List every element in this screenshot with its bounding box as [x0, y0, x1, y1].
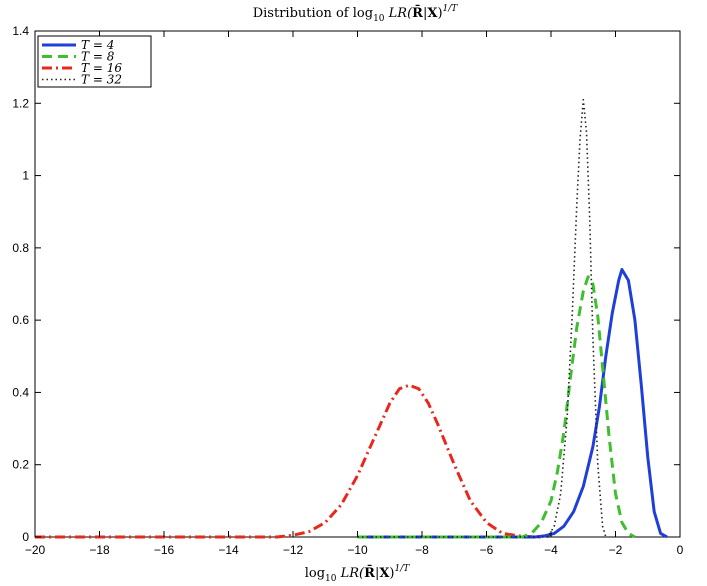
legend-label: T = 32: [81, 73, 122, 87]
x-axis-label: log10 LR(R̄|X)1/T: [305, 564, 411, 584]
legend: T = 4T = 8T = 16T = 32: [37, 35, 152, 88]
series-layer: [35, 98, 668, 539]
x-tick-label: −6: [480, 543, 494, 557]
series-line-t32: [357, 98, 607, 538]
x-tick-label: −20: [25, 543, 46, 557]
x-tick-label: 0: [677, 543, 684, 557]
y-tick-label: 0.2: [12, 458, 29, 472]
series-line-t16: [35, 383, 545, 539]
y-tick-label: 1: [22, 169, 29, 183]
x-tick-label: −2: [609, 543, 623, 557]
series-line-t8: [357, 275, 636, 539]
series-line-t4: [357, 268, 668, 539]
y-tick-label: 1.4: [12, 24, 29, 38]
y-tick-label: 0.8: [12, 241, 29, 255]
legend-label: T = 16: [81, 61, 122, 75]
y-tick-label: 0.6: [12, 313, 29, 327]
x-tick-label: −10: [347, 543, 368, 557]
y-tick-label: 0: [22, 530, 29, 544]
axis-ticks: −20 −18 −16 −14 −12 −10 −8 −6 −4 −2 000.20.40.60.8…: [12, 24, 683, 557]
chart-title: Distribution of log10 LR(R̄|X)1/T: [253, 4, 459, 24]
legend-label: T = 4: [81, 38, 114, 52]
y-tick-label: 1.2: [12, 96, 29, 110]
x-tick-label: −18: [89, 543, 110, 557]
y-tick-label: 0.4: [12, 385, 29, 399]
legend-label: T = 8: [81, 50, 115, 64]
x-tick-label: −4: [544, 543, 558, 557]
x-tick-label: −8: [415, 543, 429, 557]
plot-area: [34, 30, 681, 538]
x-tick-label: −14: [218, 543, 239, 557]
x-tick-label: −16: [154, 543, 175, 557]
x-tick-label: −12: [283, 543, 304, 557]
